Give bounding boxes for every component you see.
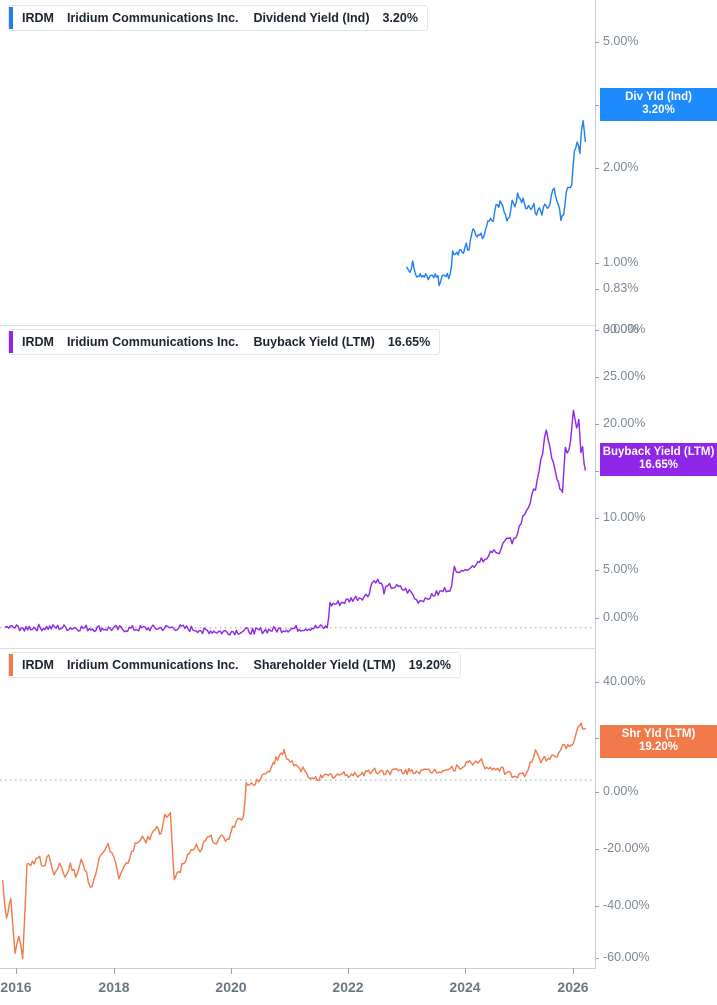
legend-ticker: IRDM [22, 335, 54, 349]
legend-color-swatch-buyback [9, 331, 13, 353]
pane-shareholder-yield [0, 649, 717, 968]
legend-dividend-yield[interactable]: IRDM Iridium Communications Inc. Dividen… [8, 5, 428, 31]
plot-area-buyback-yield[interactable] [0, 326, 595, 648]
xaxis-tick-mark [573, 968, 574, 974]
axis-tick-mark [595, 958, 599, 959]
axis-tick-mark [595, 424, 599, 425]
axis-tick-mark [595, 738, 599, 739]
legend-color-swatch-shareholder [9, 654, 13, 676]
axis-tick-mark [595, 471, 599, 472]
right-price-axis[interactable]: 5.00%3.00%2.00%1.00%0.83%0.00%30.00%25.0… [595, 0, 717, 968]
xaxis-tick-mark [16, 968, 17, 974]
buyback-yield-ltm--line [4, 409, 586, 636]
axis-tick-mark [595, 289, 599, 290]
axis-tick-mark [595, 105, 599, 106]
axis-tick-label: 30.00% [603, 322, 646, 336]
axis-tick-mark [595, 518, 599, 519]
axis-tick-label: 40.00% [603, 674, 646, 688]
axis-tick-mark [595, 330, 599, 331]
buyback-yield-line-svg [0, 409, 595, 636]
axis-tick-label: 0.00% [603, 322, 639, 336]
axis-tick-label: 1.00% [603, 255, 639, 269]
xaxis-tick-label: 2016 [0, 979, 32, 995]
axis-corner-connector [595, 956, 596, 969]
xaxis-tick-mark [114, 968, 115, 974]
legend-metric-name: Shareholder Yield (LTM) [253, 658, 396, 672]
xaxis-tick-label: 2022 [332, 979, 364, 995]
axis-spine [595, 0, 596, 968]
xaxis-tick-label: 2020 [215, 979, 247, 995]
legend-company-name: Iridium Communications Inc. [66, 335, 239, 349]
xaxis-tick-label: 2018 [98, 979, 130, 995]
pane-dividend-yield [0, 0, 717, 325]
legend-color-swatch-dividend [9, 7, 13, 29]
value-badge-value: 19.20% [638, 741, 678, 753]
xaxis-tick-mark [465, 968, 466, 974]
xaxis-tick-mark [348, 968, 349, 974]
legend-ticker: IRDM [22, 658, 54, 672]
legend-metric-value: 19.20% [408, 658, 452, 672]
legend-buyback-yield[interactable]: IRDM Iridium Communications Inc. Buyback… [8, 329, 441, 355]
value-badge-buyback-yield[interactable]: Buyback Yield (LTM) 16.65% [600, 443, 717, 476]
plot-area-shareholder-yield[interactable] [0, 649, 595, 968]
axis-tick-label: -60.00% [603, 950, 650, 964]
axis-tick-mark [595, 168, 599, 169]
axis-tick-mark [595, 792, 599, 793]
pane-buyback-yield [0, 326, 717, 648]
bottom-date-axis[interactable]: 2016 2018 2020 2022 2024 2026 [0, 956, 717, 1005]
xaxis-tick-label: 2026 [557, 979, 589, 995]
value-badge-value: 3.20% [642, 104, 675, 116]
axis-tick-label: 5.00% [603, 562, 639, 576]
legend-ticker: IRDM [22, 11, 54, 25]
axis-tick-mark [595, 263, 599, 264]
pane-separator-2 [0, 648, 595, 649]
axis-tick-label: 0.00% [603, 784, 639, 798]
axis-tick-mark [595, 849, 599, 850]
value-badge-title: Shr Yld (LTM) [621, 728, 696, 740]
legend-metric-name: Buyback Yield (LTM) [253, 335, 375, 349]
legend-metric-value: 3.20% [382, 11, 418, 25]
axis-tick-mark [595, 570, 599, 571]
axis-tick-mark [595, 618, 599, 619]
value-badge-title: Div Yld (Ind) [625, 91, 692, 103]
axis-tick-label: -20.00% [603, 841, 650, 855]
axis-tick-label: 10.00% [603, 510, 646, 524]
xaxis-tick-label: 2024 [449, 979, 481, 995]
div-yld-ind--line [406, 119, 586, 287]
value-badge-dividend-yield[interactable]: Div Yld (Ind) 3.20% [600, 88, 717, 121]
legend-shareholder-yield[interactable]: IRDM Iridium Communications Inc. Shareho… [8, 652, 462, 678]
axis-tick-label: 20.00% [603, 416, 646, 430]
value-badge-title: Buyback Yield (LTM) [602, 446, 715, 458]
axis-tick-label: -40.00% [603, 898, 650, 912]
legend-metric-name: Dividend Yield (Ind) [253, 11, 370, 25]
pane-separator-1 [0, 325, 595, 326]
legend-company-name: Iridium Communications Inc. [66, 658, 239, 672]
axis-tick-label: 25.00% [603, 369, 646, 383]
xaxis-line [0, 968, 595, 969]
shr-yld-ltm--line [2, 722, 586, 960]
value-badge-value: 16.65% [638, 459, 678, 471]
axis-tick-label: 0.83% [603, 281, 639, 295]
legend-company-name: Iridium Communications Inc. [66, 11, 239, 25]
axis-tick-label: 5.00% [603, 34, 639, 48]
axis-tick-mark [595, 42, 599, 43]
value-badge-shareholder-yield[interactable]: Shr Yld (LTM) 19.20% [600, 725, 717, 758]
axis-tick-label: 0.00% [603, 610, 639, 624]
dividend-yield-line-svg [406, 119, 586, 287]
axis-tick-mark [595, 377, 599, 378]
plot-area-dividend-yield[interactable] [0, 0, 595, 325]
axis-tick-label: 2.00% [603, 160, 639, 174]
xaxis-tick-mark [231, 968, 232, 974]
axis-tick-mark [595, 906, 599, 907]
axis-tick-mark [595, 682, 599, 683]
shareholder-yield-line-svg [0, 722, 595, 960]
legend-metric-value: 16.65% [387, 335, 431, 349]
